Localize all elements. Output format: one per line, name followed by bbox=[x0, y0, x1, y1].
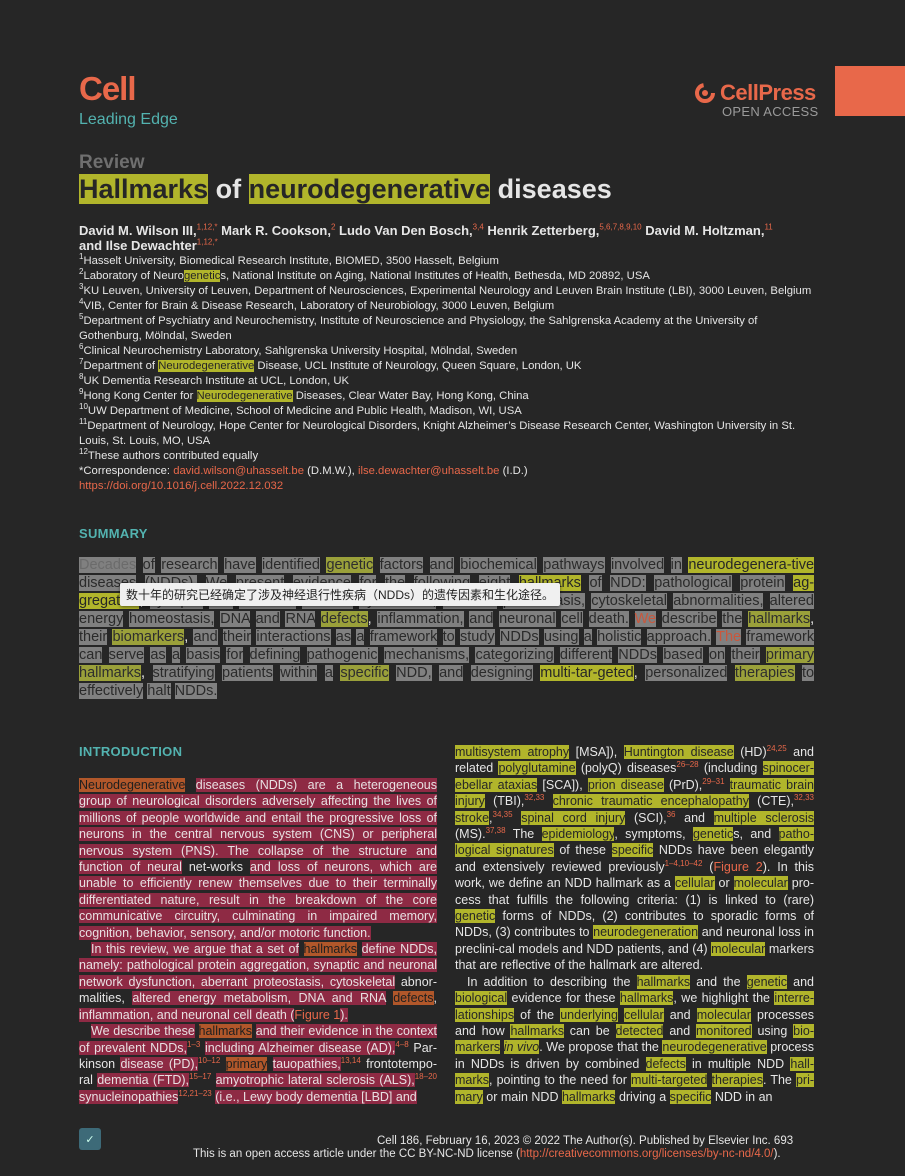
affiliation-text: UK Dementia Research Institute at UCL, L… bbox=[83, 375, 350, 387]
article-title: Hallmarks of neurodegenerative diseases bbox=[79, 172, 612, 206]
email-link-wilson[interactable]: david.wilson@uhasselt.be bbox=[173, 465, 304, 477]
title-word-hallmarks: Hallmarks bbox=[79, 174, 209, 204]
footer-citation: Cell 186, February 16, 2023 © 2022 The A… bbox=[377, 1135, 794, 1147]
intro-right-column[interactable]: multisystem atrophy [MSA]), Huntington d… bbox=[455, 743, 815, 1105]
correspondence-initials: (I.D.) bbox=[499, 465, 528, 477]
affiliation-item: 11Department of Neurology, Hope Center f… bbox=[79, 417, 796, 447]
author-cookson[interactable]: Mark R. Cookson, bbox=[217, 223, 331, 238]
highlight: genetic bbox=[183, 270, 221, 282]
paragraph: We describe these hallmarks and their ev… bbox=[79, 1024, 437, 1104]
affiliation-item: 1Hasselt University, Biomedical Research… bbox=[79, 252, 499, 267]
title-word-of: of bbox=[208, 174, 249, 204]
highlight: Neurodegenerative bbox=[158, 360, 255, 372]
section-label: Leading Edge bbox=[79, 111, 178, 128]
correspondence-initials: (D.M.W.), bbox=[304, 465, 358, 477]
doi-link[interactable]: https://doi.org/10.1016/j.cell.2022.12.0… bbox=[79, 480, 284, 492]
check-for-updates-icon[interactable]: ✓ bbox=[79, 1128, 101, 1150]
license-text-end: ). bbox=[773, 1148, 781, 1160]
journal-logo: Cell bbox=[79, 70, 137, 107]
correspondence: *Correspondence: david.wilson@uhasselt.b… bbox=[79, 464, 814, 479]
article-type: Review bbox=[79, 152, 145, 173]
author-holtzman-affil: 11 bbox=[764, 222, 773, 232]
affiliation-item: 5Department of Psychiatry and Neurochemi… bbox=[79, 312, 758, 342]
affiliation-item: 8UK Dementia Research Institute at UCL, … bbox=[79, 372, 350, 387]
affiliation-item: 9Hong Kong Center for Neurodegenerative … bbox=[79, 387, 529, 402]
introduction-heading: INTRODUCTION bbox=[79, 744, 183, 759]
affiliation-text: These authors contributed equally bbox=[87, 450, 259, 462]
affiliation-text: Department of Psychiatry and Neurochemis… bbox=[79, 315, 758, 342]
affiliation-list: 1Hasselt University, Biomedical Research… bbox=[79, 252, 814, 494]
paragraph: In this review, we argue that a set of h… bbox=[79, 942, 437, 1022]
cellpress-icon bbox=[695, 83, 715, 103]
corner-tab bbox=[835, 66, 905, 116]
author-van-den-bosch[interactable]: Ludo Van Den Bosch, bbox=[335, 223, 473, 238]
title-word-diseases: diseases bbox=[490, 174, 612, 204]
license-link[interactable]: http://creativecommons.org/licenses/by-n… bbox=[519, 1148, 774, 1160]
intro-left-column[interactable]: Neurodegenerative diseases (NDDs) are a … bbox=[79, 777, 437, 1105]
footer-license: This is an open access article under the… bbox=[193, 1148, 781, 1160]
affiliation-item: 10UW Department of Medicine, School of M… bbox=[79, 402, 522, 417]
affiliation-text: VIB, Center for Brain & Disease Research… bbox=[83, 300, 555, 312]
author-van-den-bosch-affil: 3,4 bbox=[472, 222, 484, 232]
correspondence-label: *Correspondence: bbox=[79, 465, 174, 477]
affiliation-text: Clinical Neurochemistry Laboratory, Sahl… bbox=[83, 345, 518, 357]
author-wilson[interactable]: David M. Wilson III, bbox=[79, 223, 197, 238]
affiliation-item: 2Laboratory of Neurogenetics, National I… bbox=[79, 267, 650, 282]
affiliation-text: Hasselt University, Biomedical Research … bbox=[83, 255, 499, 267]
affiliation-text: KU Leuven, University of Leuven, Departm… bbox=[83, 285, 812, 297]
author-zetterberg-affil: 5,6,7,8,9,10 bbox=[599, 222, 642, 232]
author-list: David M. Wilson III,1,12,* Mark R. Cooks… bbox=[79, 223, 814, 253]
title-word-neurodegenerative: neurodegenerative bbox=[248, 174, 491, 204]
open-access-label: OPEN ACCESS bbox=[722, 104, 819, 119]
cellpress-logo: CellPress bbox=[693, 80, 816, 106]
author-zetterberg[interactable]: Henrik Zetterberg, bbox=[483, 223, 600, 238]
author-wilson-affil: 1,12,* bbox=[196, 222, 218, 232]
affiliation-text: UW Department of Medicine, School of Med… bbox=[87, 405, 522, 417]
summary-text[interactable]: Decades of research have identified gene… bbox=[79, 557, 815, 699]
paragraph: In addition to describing the hallmarks … bbox=[455, 974, 815, 1104]
paragraph: Neurodegenerative diseases (NDDs) are a … bbox=[79, 778, 437, 940]
affiliation-item: 12These authors contributed equally bbox=[79, 447, 259, 462]
author-cookson-affil: 2 bbox=[330, 222, 336, 232]
license-text: This is an open access article under the… bbox=[193, 1148, 520, 1160]
publisher-name: CellPress bbox=[720, 80, 816, 105]
author-holtzman[interactable]: David M. Holtzman, bbox=[641, 223, 765, 238]
author-dewachter[interactable]: and Ilse Dewachter bbox=[79, 238, 197, 253]
email-link-dewachter[interactable]: ilse.dewachter@uhasselt.be bbox=[357, 465, 500, 477]
summary-heading: SUMMARY bbox=[79, 526, 148, 541]
highlight: Neurodegenerative bbox=[196, 390, 293, 402]
author-dewachter-affil: 1,12,* bbox=[196, 237, 218, 247]
affiliation-item: 4VIB, Center for Brain & Disease Researc… bbox=[79, 297, 555, 312]
affiliation-item: 7Department of Neurodegenerative Disease… bbox=[79, 357, 582, 372]
affiliation-item: 3KU Leuven, University of Leuven, Depart… bbox=[79, 282, 812, 297]
translation-tooltip: 数十年的研究已经确定了涉及神经退行性疾病（NDDs）的遗传因素和生化途径。 bbox=[120, 583, 561, 606]
affiliation-text: Department of Neurology, Hope Center for… bbox=[79, 420, 796, 447]
paragraph: multisystem atrophy [MSA]), Huntington d… bbox=[455, 743, 815, 973]
affiliation-item: 6Clinical Neurochemistry Laboratory, Sah… bbox=[79, 342, 518, 357]
